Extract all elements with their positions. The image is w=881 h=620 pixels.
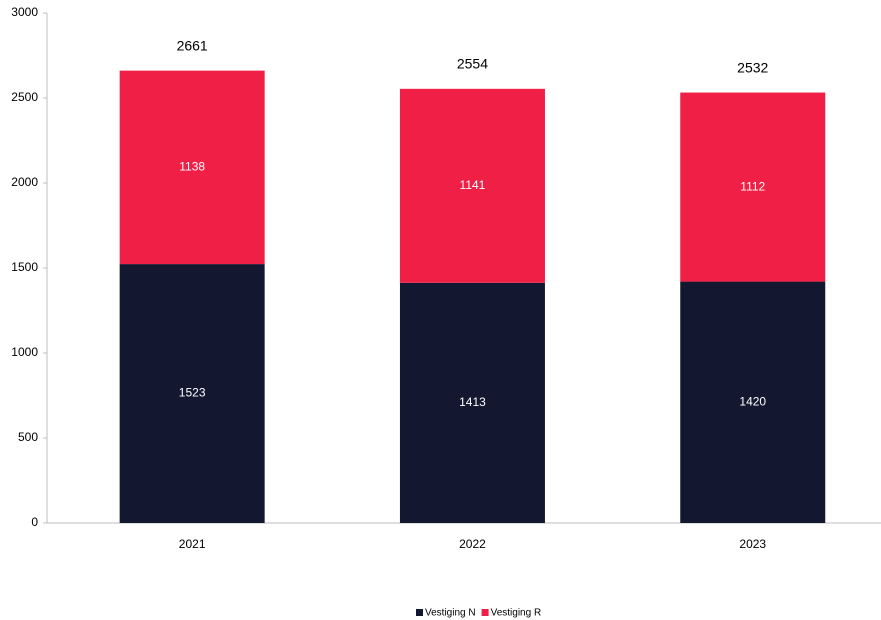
y-tick-label: 2000 [11, 175, 38, 189]
legend-swatch [416, 609, 423, 616]
value-label: 1420 [739, 394, 766, 408]
x-tick-label: 2021 [179, 537, 206, 551]
value-label: 1112 [740, 179, 765, 193]
y-tick-label: 0 [31, 515, 38, 529]
value-label: 1141 [460, 178, 486, 192]
legend-swatch [481, 609, 489, 616]
value-label: 1138 [179, 160, 205, 174]
value-label: 1523 [179, 386, 206, 400]
y-tick-label: 500 [18, 430, 38, 444]
x-tick-label: 2023 [739, 537, 766, 551]
legend-label: Vestiging N [425, 608, 476, 619]
total-label: 2554 [457, 56, 488, 72]
bar-segment [119, 70, 265, 265]
bar-segment [680, 92, 826, 282]
bar-segment [119, 264, 265, 523]
bar-segment [399, 282, 545, 523]
y-tick-label: 1500 [11, 260, 38, 274]
bar-segment [680, 281, 826, 523]
bar-segment [399, 88, 545, 283]
x-tick-label: 2022 [459, 537, 486, 551]
total-label: 2532 [737, 59, 768, 75]
value-label: 1413 [459, 395, 486, 409]
legend-label: Vestiging R [491, 608, 542, 619]
y-tick-label: 3000 [11, 5, 38, 19]
y-tick-label: 2500 [11, 90, 38, 104]
y-tick-label: 1000 [11, 345, 38, 359]
total-label: 2661 [177, 37, 208, 53]
